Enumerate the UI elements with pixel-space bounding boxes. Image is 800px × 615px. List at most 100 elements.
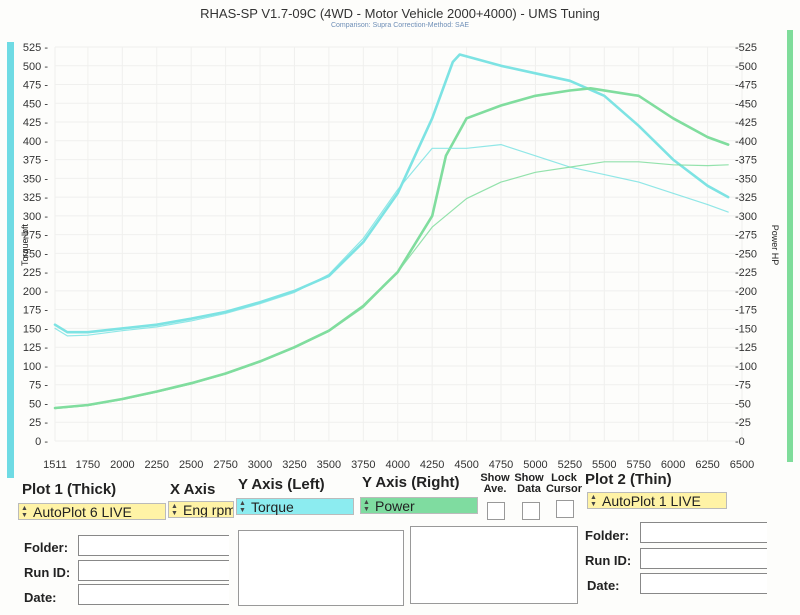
folder-field-left[interactable] [78, 535, 229, 556]
y-left-tick-label: 525 - [23, 42, 48, 54]
y-right-tick-label: -450 [735, 98, 757, 110]
y-left-tick-label: 125 - [23, 342, 48, 354]
plot2-notes-area[interactable] [410, 526, 578, 604]
date-label-left: Date: [24, 590, 57, 605]
y-left-tick-label: 225 - [23, 267, 48, 279]
y-left-tick-label: 350 - [23, 173, 48, 185]
y-left-tick-label: 375 - [23, 155, 48, 167]
y-axis-right-ticks: -0 -25 -50 -75 -100 -125 -150 -175 -200 -225 -250 -… [735, 42, 757, 448]
plot1-notes-area[interactable] [238, 530, 404, 606]
y-right-tick-label: -225 [735, 267, 757, 279]
x-tick-label: 2000 [110, 459, 134, 471]
y-right-tick-label: -525 [735, 42, 757, 54]
date-field-right[interactable] [640, 573, 767, 594]
series-line-power-thin [54, 161, 729, 410]
series-line-torque-thin [54, 144, 729, 337]
y-left-tick-label: 400 - [23, 136, 48, 148]
dyno-chart[interactable]: 0 - 25 - 50 - 75 - 100 - 125 - 150 - 175 - 200 -… [0, 0, 800, 480]
folder-label-left: Folder: [24, 540, 69, 555]
folder-label-right: Folder: [585, 528, 630, 543]
y-left-tick-label: 200 - [23, 286, 48, 298]
yleft-heading: Y Axis (Left) [238, 476, 325, 493]
xaxis-heading: X Axis [170, 481, 216, 498]
y-right-tick-label: -150 [735, 323, 757, 335]
y-left-tick-label: 150 - [23, 323, 48, 335]
y-left-tick-label: 500 - [23, 61, 48, 73]
xaxis-select-value: Eng rpm [183, 502, 234, 518]
runid-field-right[interactable] [640, 548, 767, 569]
y-left-tick-label: 450 - [23, 98, 48, 110]
y-right-tick-label: -75 [735, 380, 751, 392]
runid-label-right: Run ID: [585, 553, 632, 568]
updown-arrows-icon: ▲ ▼ [21, 505, 28, 519]
chart-title: RHAS-SP V1.7-09C (4WD - Motor Vehicle 20… [200, 6, 600, 21]
y-right-tick-label: -175 [735, 305, 757, 317]
plot2-select[interactable]: ▲ ▼ AutoPlot 1 LIVE [587, 492, 727, 509]
updown-arrows-icon: ▲ ▼ [590, 494, 597, 508]
x-tick-label: 5250 [558, 459, 582, 471]
folder-field-right[interactable] [640, 522, 767, 543]
plot1-heading: Plot 1 (Thick) [22, 481, 117, 498]
y-right-tick-label: -50 [735, 398, 751, 410]
y-right-tick-label: -400 [735, 136, 757, 148]
yright-select[interactable]: ▲ ▼ Power [360, 497, 478, 514]
lock-cursor-label: Lock Cursor [545, 472, 583, 495]
plot2-heading: Plot 2 (Thin) [585, 471, 672, 488]
y-right-tick-label: -275 [735, 230, 757, 242]
x-tick-label: 2250 [145, 459, 169, 471]
x-tick-label: 4500 [454, 459, 478, 471]
y-right-tick-label: -350 [735, 173, 757, 185]
y-right-tick-label: -475 [735, 80, 757, 92]
x-tick-label: 1511 [43, 459, 67, 471]
x-tick-label: 5750 [626, 459, 650, 471]
lock-cursor-checkbox[interactable] [556, 500, 574, 518]
date-label-right: Date: [587, 578, 620, 593]
x-tick-label: 4750 [489, 459, 513, 471]
plot1-select[interactable]: ▲ ▼ AutoPlot 6 LIVE [18, 503, 166, 520]
y-left-tick-label: 175 - [23, 305, 48, 317]
show-ave-checkbox[interactable] [487, 502, 505, 520]
x-tick-label: 2750 [213, 459, 237, 471]
yleft-select-value: Torque [251, 499, 294, 515]
series-line-power-thick [53, 87, 730, 410]
y-axis-left-ticks: 0 - 25 - 50 - 75 - 100 - 125 - 150 - 175 - 200 -… [23, 42, 48, 448]
xaxis-select[interactable]: ▲ ▼ Eng rpm [168, 501, 234, 518]
x-tick-label: 3750 [351, 459, 375, 471]
y-left-tick-label: 475 - [23, 80, 48, 92]
x-tick-label: 6500 [730, 459, 754, 471]
y-left-tick-label: 0 - [35, 436, 48, 448]
date-field-left[interactable] [78, 584, 229, 605]
chart-series [53, 53, 730, 410]
series-line-torque-thick [53, 53, 730, 334]
y-right-tick-label: -200 [735, 286, 757, 298]
y-right-tick-label: -250 [735, 248, 757, 260]
y-left-tick-label: 50 - [29, 398, 48, 410]
y-right-tick-label: -100 [735, 361, 757, 373]
x-tick-label: 3000 [248, 459, 272, 471]
y-left-tick-label: 250 - [23, 248, 48, 260]
x-axis-ticks: 1511 1750 2000 2250 2500 2750 3000 3250 3500 3750… [43, 459, 754, 471]
runid-field-left[interactable] [78, 560, 229, 581]
yright-heading: Y Axis (Right) [362, 474, 460, 491]
y-right-tick-label: -25 [735, 417, 751, 429]
y-right-tick-label: -0 [735, 436, 745, 448]
chart-grid [54, 46, 743, 442]
y-left-tick-label: 75 - [29, 380, 48, 392]
y-right-tick-label: -425 [735, 117, 757, 129]
x-tick-label: 3250 [282, 459, 306, 471]
updown-arrows-icon: ▲ ▼ [363, 499, 370, 513]
y-left-tick-label: 25 - [29, 417, 48, 429]
x-tick-label: 4250 [420, 459, 444, 471]
x-tick-label: 6000 [661, 459, 685, 471]
show-data-checkbox[interactable] [522, 502, 540, 520]
x-tick-label: 5500 [592, 459, 616, 471]
yleft-select[interactable]: ▲ ▼ Torque [236, 498, 354, 515]
y-right-tick-label: -500 [735, 61, 757, 73]
yright-select-value: Power [375, 498, 415, 514]
runid-label-left: Run ID: [24, 565, 71, 580]
x-tick-label: 5000 [523, 459, 547, 471]
y-right-tick-label: -300 [735, 211, 757, 223]
y-left-tick-label: 325 - [23, 192, 48, 204]
chart-subtitle: Comparison: Supra Correction-Method: SAE [330, 22, 470, 29]
updown-arrows-icon: ▲ ▼ [171, 503, 178, 517]
